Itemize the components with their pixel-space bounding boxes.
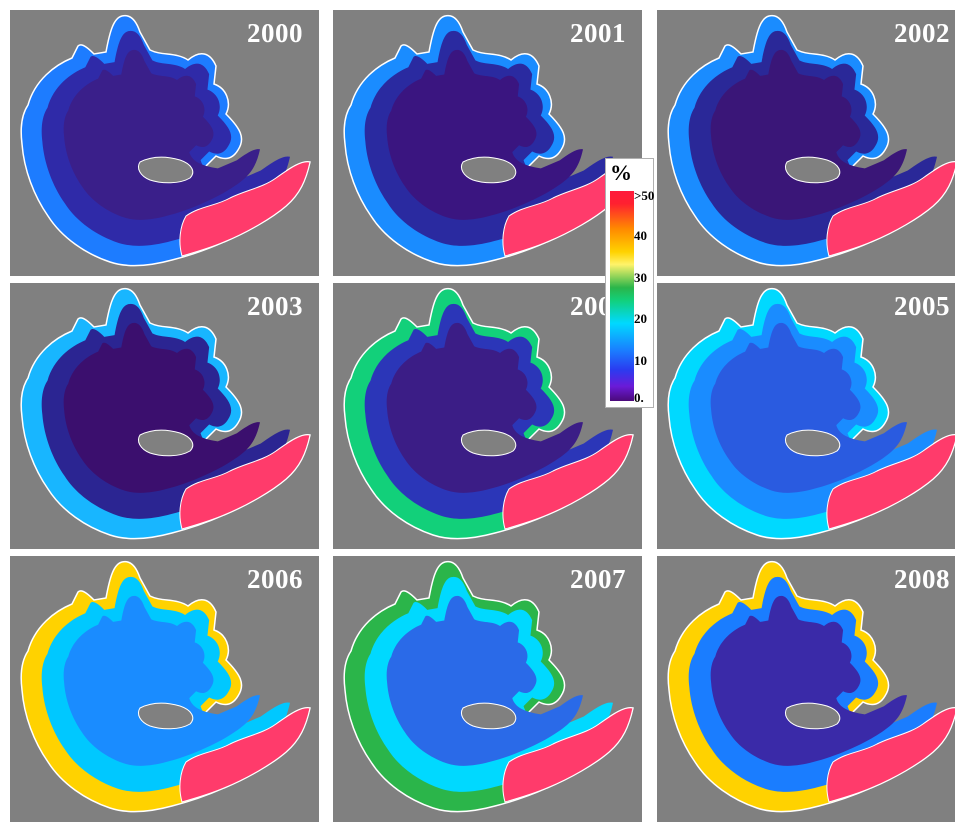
eastern-bay (179, 707, 311, 803)
sea-map (667, 287, 955, 540)
sea-surface (343, 287, 634, 540)
map-panel-2004: 2004 (333, 283, 642, 549)
sea-map (343, 287, 634, 540)
central-sea (63, 49, 261, 220)
sea-surface (667, 287, 955, 540)
peninsula (784, 156, 841, 184)
panel-year: 2003 (247, 291, 303, 321)
legend-tick: 0. (634, 390, 644, 405)
panel-year: 2006 (247, 564, 303, 594)
central-sea (710, 322, 907, 493)
central-sea (386, 322, 583, 493)
legend-color-bar (610, 191, 634, 401)
map-panel-2005: 2005 (657, 283, 955, 549)
sea-map (667, 14, 955, 267)
peninsula (784, 702, 841, 730)
peninsula (460, 429, 517, 457)
legend-tick: >50 (634, 188, 655, 203)
map-panel-2007: 2007 (333, 556, 642, 822)
map-panel-2001: 2001 (333, 10, 642, 276)
map-panel-2008: 2008 (657, 556, 955, 822)
legend-tick: 10 (634, 353, 647, 368)
eastern-bay (502, 434, 634, 530)
peninsula (137, 156, 194, 184)
panel-year: 2002 (894, 18, 950, 48)
panel-year: 2005 (894, 291, 950, 321)
sea-map (667, 560, 955, 813)
legend-tick: 30 (634, 270, 647, 285)
peninsula (460, 702, 517, 730)
central-sea (710, 595, 907, 766)
color-scale-legend: % >50 40 30 20 10 0. (605, 158, 654, 408)
eastern-bay (179, 161, 311, 257)
sea-map (20, 560, 311, 813)
sea-map (20, 14, 311, 267)
sea-surface (343, 14, 634, 267)
map-panel-2006: 2006 (10, 556, 319, 822)
sea-surface (20, 14, 311, 267)
legend-tick: 40 (634, 228, 647, 243)
map-panel-2000: 2000 (10, 10, 319, 276)
map-panel-2002: 2002 (657, 10, 955, 276)
legend-tick: 20 (634, 311, 647, 326)
sea-surface (20, 560, 311, 813)
peninsula (784, 429, 841, 457)
central-sea (63, 322, 261, 493)
panel-year: 2008 (894, 564, 950, 594)
central-sea (710, 49, 907, 220)
panel-year: 2007 (570, 564, 626, 594)
central-sea (386, 49, 583, 220)
peninsula (137, 702, 194, 730)
sea-surface (667, 14, 955, 267)
panel-year: 2000 (247, 18, 303, 48)
eastern-bay (826, 707, 955, 803)
peninsula (137, 429, 194, 457)
sea-surface (343, 560, 634, 813)
eastern-bay (826, 434, 955, 530)
sea-map (343, 14, 634, 267)
central-sea (386, 595, 583, 766)
central-sea (63, 595, 261, 766)
sea-surface (667, 560, 955, 813)
legend-unit: % (610, 160, 632, 185)
eastern-bay (826, 161, 955, 257)
eastern-bay (502, 707, 634, 803)
sea-surface (20, 287, 311, 540)
map-panel-2003: 2003 (10, 283, 319, 549)
panel-year: 2001 (570, 18, 626, 48)
sea-map (20, 287, 311, 540)
sea-map (343, 560, 634, 813)
eastern-bay (179, 434, 311, 530)
peninsula (460, 156, 517, 184)
